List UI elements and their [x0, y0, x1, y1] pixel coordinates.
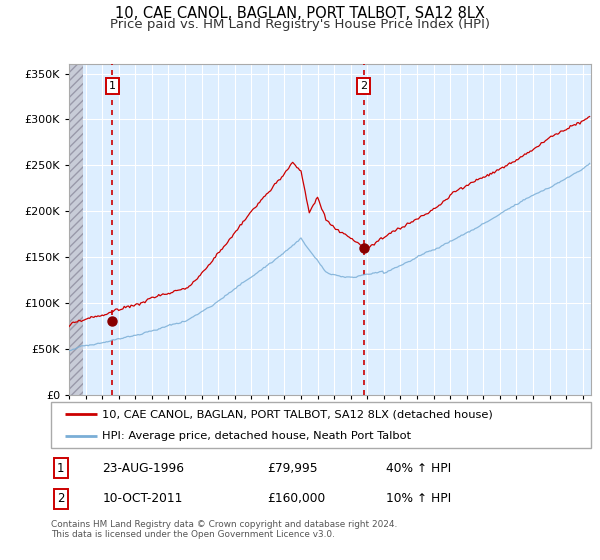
Text: 40% ↑ HPI: 40% ↑ HPI — [386, 461, 451, 475]
Text: 10, CAE CANOL, BAGLAN, PORT TALBOT, SA12 8LX (detached house): 10, CAE CANOL, BAGLAN, PORT TALBOT, SA12… — [103, 409, 493, 419]
Text: £79,995: £79,995 — [267, 461, 317, 475]
Text: HPI: Average price, detached house, Neath Port Talbot: HPI: Average price, detached house, Neat… — [103, 431, 412, 441]
Text: Contains HM Land Registry data © Crown copyright and database right 2024.
This d: Contains HM Land Registry data © Crown c… — [51, 520, 397, 539]
Text: 2: 2 — [57, 492, 64, 506]
Text: 10% ↑ HPI: 10% ↑ HPI — [386, 492, 451, 506]
Text: 1: 1 — [57, 461, 64, 475]
Text: 10-OCT-2011: 10-OCT-2011 — [103, 492, 182, 506]
Text: 2: 2 — [360, 81, 367, 91]
Text: £160,000: £160,000 — [267, 492, 325, 506]
Text: 23-AUG-1996: 23-AUG-1996 — [103, 461, 184, 475]
Bar — [69, 64, 83, 395]
Text: 1: 1 — [109, 81, 116, 91]
Text: Price paid vs. HM Land Registry's House Price Index (HPI): Price paid vs. HM Land Registry's House … — [110, 18, 490, 31]
Text: 10, CAE CANOL, BAGLAN, PORT TALBOT, SA12 8LX: 10, CAE CANOL, BAGLAN, PORT TALBOT, SA12… — [115, 6, 485, 21]
